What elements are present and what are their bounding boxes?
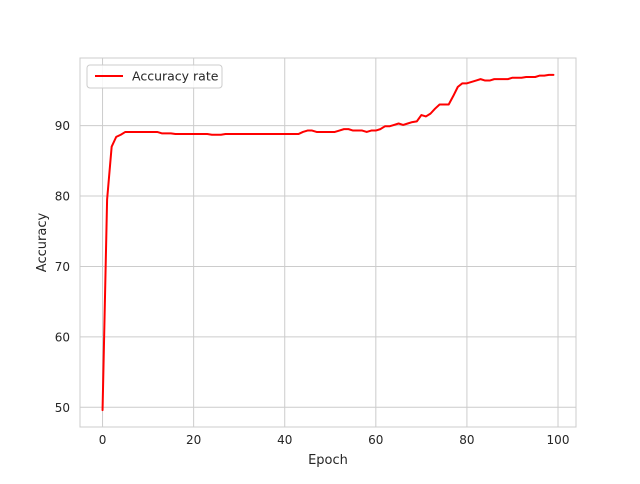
y-tick-label: 70 (55, 260, 70, 274)
axes-frame (79, 57, 577, 428)
y-tick-label: 90 (55, 119, 70, 133)
legend-label: Accuracy rate (132, 69, 219, 84)
x-tick-label: 80 (459, 433, 474, 447)
legend-box (86, 64, 223, 89)
y-axis-label: Accuracy (35, 213, 50, 273)
legend: Accuracy rate (86, 64, 223, 89)
x-tick-label: 40 (277, 433, 292, 447)
y-tick-label: 80 (55, 190, 70, 204)
x-tick-label: 100 (547, 433, 570, 447)
x-tick-label: 0 (99, 433, 107, 447)
x-tick-label: 20 (186, 433, 201, 447)
series-layer (101, 73, 555, 412)
grid (80, 58, 576, 427)
series-line (101, 73, 555, 412)
x-axis-label: Epoch (308, 453, 348, 468)
y-tick-label: 50 (55, 401, 70, 415)
x-tick-label: 60 (368, 433, 383, 447)
tick-labels: 0 20 40 60 80 100 50 60 70 80 90 (55, 119, 570, 447)
y-tick-label: 60 (55, 330, 70, 344)
